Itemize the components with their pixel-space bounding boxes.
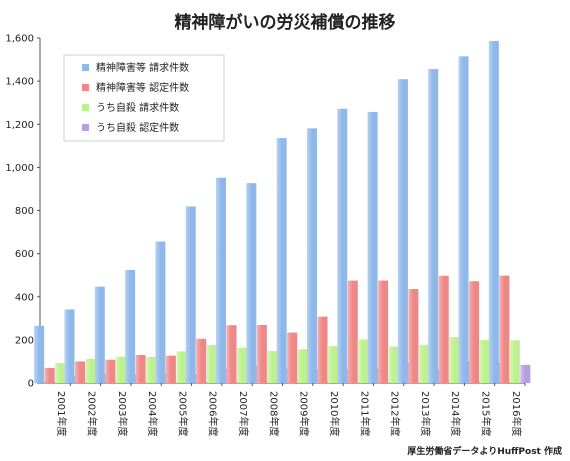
x-tick-label: 2005年度 — [176, 391, 189, 436]
bar — [246, 183, 257, 383]
bar — [520, 364, 531, 383]
x-tick-label: 2002年度 — [85, 391, 98, 436]
legend-label: うち自殺 請求件数 — [96, 101, 179, 114]
bar — [237, 347, 248, 383]
bar — [276, 138, 287, 383]
bar — [226, 325, 237, 383]
y-tick-label: 1,200 — [5, 120, 34, 131]
y-tick-label: 1,600 — [5, 34, 34, 45]
bar — [125, 270, 136, 383]
bar — [358, 339, 369, 383]
x-tick-label: 2014年度 — [449, 391, 462, 436]
bar — [74, 361, 85, 383]
x-tick-label: 2012年度 — [389, 391, 402, 436]
bar — [85, 358, 96, 383]
legend-label: 精神障害等 認定件数 — [96, 81, 189, 94]
x-tick-label: 2008年度 — [267, 391, 280, 436]
x-tick-label: 2006年度 — [207, 391, 220, 436]
bar — [327, 346, 338, 383]
bar — [287, 332, 298, 383]
legend-swatch — [82, 104, 89, 111]
legend-label: 精神障害等 請求件数 — [96, 61, 189, 74]
source-note: 厚生労働省データよりHuffPost 作成 — [407, 447, 562, 457]
x-tick-label: 2001年度 — [55, 391, 68, 436]
bar — [458, 56, 469, 383]
bar — [44, 367, 55, 383]
y-tick-label: 400 — [15, 292, 34, 303]
legend-swatch — [82, 64, 89, 71]
bar — [438, 275, 449, 383]
legend-label: うち自殺 認定件数 — [96, 121, 179, 134]
bar — [347, 280, 358, 383]
bar — [488, 41, 499, 384]
y-tick-label: 200 — [15, 335, 34, 346]
x-tick-label: 2016年度 — [510, 391, 523, 436]
bar — [256, 324, 267, 383]
y-tick-label: 800 — [15, 206, 34, 217]
bar — [176, 351, 187, 383]
x-tick-label: 2013年度 — [419, 391, 432, 436]
bar — [64, 309, 75, 383]
x-tick-label: 2003年度 — [116, 391, 129, 436]
bar — [418, 344, 429, 383]
legend-swatch — [82, 84, 89, 91]
bar — [367, 111, 378, 383]
bar — [378, 280, 389, 383]
bar — [388, 346, 399, 383]
bar — [267, 351, 278, 383]
bar — [34, 325, 45, 383]
bar — [165, 355, 176, 383]
bar — [155, 241, 166, 383]
bar — [317, 316, 328, 383]
bar — [55, 363, 66, 383]
bar — [297, 349, 308, 383]
bar — [306, 128, 317, 383]
bar — [185, 206, 196, 383]
y-tick-label: 1,400 — [5, 77, 34, 88]
bar — [115, 356, 126, 383]
bar — [135, 354, 146, 383]
bar — [196, 338, 207, 383]
y-tick-label: 0 — [28, 379, 34, 390]
bar — [479, 340, 490, 383]
chart-title: 精神障がいの労災補償の推移 — [174, 13, 396, 33]
x-tick-label: 2011年度 — [358, 391, 371, 436]
bar — [499, 275, 510, 383]
bar — [206, 345, 217, 383]
bar — [428, 69, 439, 384]
y-tick-label: 600 — [15, 249, 34, 260]
bar — [105, 359, 116, 383]
bar — [216, 177, 227, 383]
bar — [146, 356, 157, 383]
x-tick-label: 2009年度 — [298, 391, 311, 436]
x-tick-label: 2015年度 — [480, 391, 493, 436]
x-tick-label: 2007年度 — [237, 391, 250, 436]
bar — [94, 286, 105, 383]
legend-box — [63, 54, 225, 142]
legend-swatch — [82, 124, 89, 131]
bar — [509, 340, 520, 383]
bar — [337, 108, 348, 383]
bar — [449, 337, 460, 383]
bar — [408, 288, 419, 383]
x-tick-label: 2004年度 — [146, 391, 159, 436]
bar — [397, 79, 408, 383]
y-tick-label: 1,000 — [5, 163, 34, 174]
bar — [469, 281, 480, 383]
x-tick-label: 2010年度 — [328, 391, 341, 436]
